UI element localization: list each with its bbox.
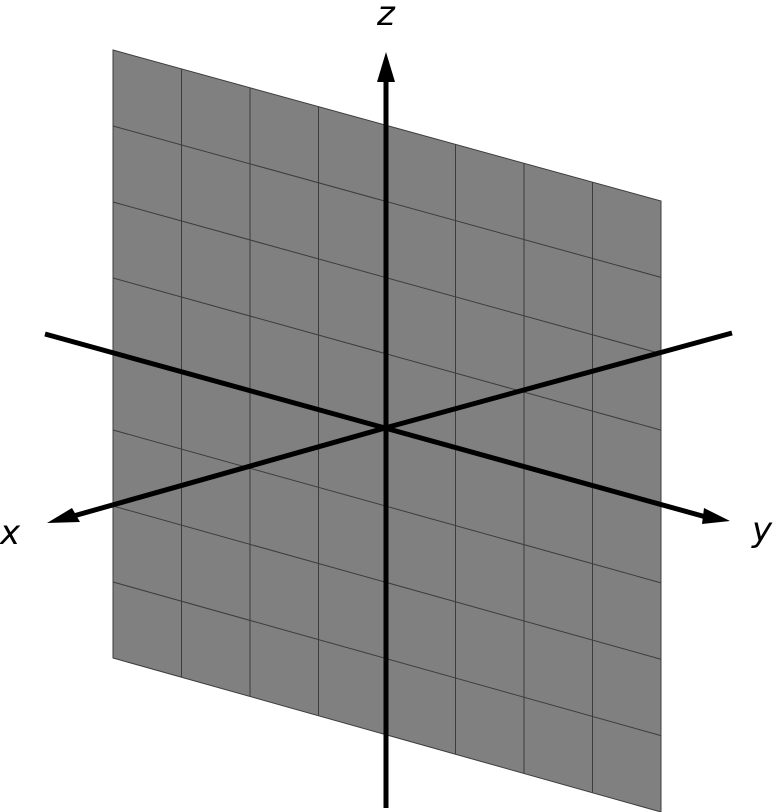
x-axis-front [69, 425, 386, 520]
x-axis-back [44, 331, 386, 431]
x-axis-label: x [0, 513, 21, 553]
y-axis-arrowhead [702, 508, 730, 524]
x-axis-arrowhead [47, 508, 80, 523]
y-axis-back [384, 330, 733, 431]
z-axis-arrowhead [377, 52, 395, 82]
y-axis-label: y [751, 510, 773, 550]
y-axis-front [384, 425, 707, 520]
z-axis-label: z [376, 0, 396, 34]
